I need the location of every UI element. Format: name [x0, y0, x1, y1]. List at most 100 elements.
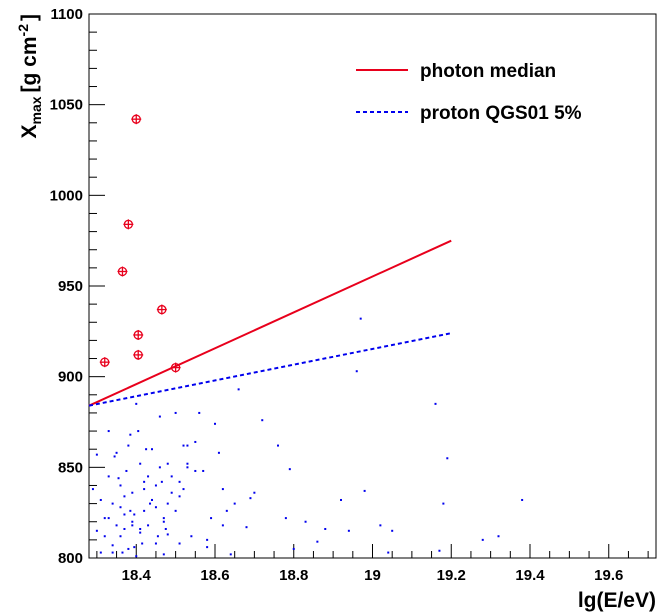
- data-point: [442, 502, 445, 505]
- data-point: [182, 444, 185, 447]
- data-point: [95, 529, 98, 532]
- data-point: [178, 542, 181, 545]
- data-point: [198, 411, 201, 414]
- plot-frame: [88, 13, 657, 559]
- data-point: [107, 475, 110, 478]
- model-lines: [88, 239, 452, 407]
- data-point: [125, 469, 128, 472]
- data-point: [139, 527, 142, 530]
- data-point: [277, 444, 279, 447]
- data-point: [481, 538, 484, 541]
- data-point: [160, 480, 163, 483]
- data-point: [391, 529, 394, 532]
- proton-qgs01-line: [88, 332, 452, 407]
- x-tick-label: 18.4: [122, 567, 152, 584]
- data-point: [166, 533, 169, 536]
- legend: photon median proton QGS01 5%: [356, 61, 582, 124]
- y-tick-label: 1000: [50, 187, 83, 204]
- data-point: [107, 430, 110, 433]
- x-tick-label: 19.4: [515, 567, 545, 584]
- x-tick-label: 19: [364, 567, 381, 584]
- data-point: [111, 544, 114, 547]
- data-point: [202, 469, 205, 472]
- y-axis-title: Xmax [g cm-2]: [15, 14, 44, 139]
- data-point: [145, 448, 148, 451]
- data-point: [91, 488, 94, 491]
- data-point: [143, 488, 146, 491]
- data-point: [129, 509, 132, 512]
- y-axis-title-exp: -2: [15, 24, 31, 37]
- data-point: [225, 509, 228, 512]
- data-point: [304, 520, 307, 523]
- data-point: [154, 542, 157, 545]
- data-point: [253, 491, 256, 494]
- data-point: [174, 509, 177, 512]
- data-point: [446, 457, 449, 460]
- y-tick-label: 900: [58, 369, 83, 386]
- data-point: [347, 529, 350, 532]
- data-point: [178, 480, 181, 483]
- data-point: [154, 506, 157, 509]
- y-axis-title-end: ]: [18, 14, 41, 21]
- data-point: [497, 535, 500, 538]
- data-point: [174, 411, 177, 414]
- data-point: [147, 475, 150, 478]
- y-axis-title-sub: max: [28, 96, 44, 124]
- data-point: [119, 535, 122, 538]
- data-point: [119, 484, 122, 487]
- x-tick-label: 19.2: [437, 567, 466, 584]
- data-point: [206, 538, 209, 541]
- data-point: [123, 495, 126, 498]
- data-point: [166, 462, 169, 465]
- data-point: [186, 466, 189, 469]
- data-point: [363, 489, 366, 492]
- data-point: [237, 388, 240, 391]
- data-point: [434, 402, 437, 405]
- photon-candidate-marker: [133, 329, 144, 340]
- data-point: [151, 448, 153, 451]
- x-axis-tick-labels: 18.4 18.6 18.8 19 19.2 19.4 19.6: [122, 567, 624, 584]
- data-point: [206, 546, 209, 549]
- x-axis-ticks: [96, 544, 649, 558]
- data-point: [229, 553, 232, 556]
- data-point: [121, 551, 124, 554]
- photon-candidate-marker: [117, 266, 128, 277]
- data-point: [131, 524, 134, 527]
- data-point: [379, 524, 382, 527]
- data-point: [166, 502, 169, 505]
- data-point: [127, 444, 130, 447]
- data-point: [123, 513, 126, 516]
- data-point: [99, 498, 102, 501]
- x-tick-label: 18.8: [279, 567, 308, 584]
- data-point: [178, 495, 181, 498]
- y-tick-label: 800: [58, 550, 83, 567]
- x-tick-label: 18.6: [200, 567, 229, 584]
- photon-candidate-marker: [133, 349, 144, 360]
- y-tick-label: 1100: [50, 6, 83, 23]
- data-point: [137, 430, 140, 433]
- data-point: [151, 498, 153, 501]
- data-point: [127, 547, 130, 550]
- y-tick-label: 1050: [50, 97, 83, 114]
- data-point: [131, 520, 134, 523]
- data-point: [117, 477, 120, 480]
- data-point: [115, 524, 118, 527]
- data-point: [162, 517, 165, 520]
- data-point: [438, 549, 441, 552]
- data-point: [103, 517, 106, 520]
- data-point: [249, 497, 252, 500]
- y-axis-title-main: X: [18, 125, 41, 139]
- data-point: [316, 540, 319, 543]
- data-point: [521, 498, 524, 501]
- y-tick-label: 950: [58, 278, 83, 295]
- data-point: [162, 553, 165, 556]
- legend-label-proton-qgs01: proton QGS01 5%: [420, 103, 582, 124]
- data-point: [387, 551, 390, 554]
- data-point: [113, 455, 116, 458]
- data-point: [156, 535, 159, 538]
- data-point: [107, 517, 110, 520]
- photon-candidate-marker: [170, 362, 181, 373]
- data-point: [115, 451, 118, 454]
- data-point: [131, 491, 134, 494]
